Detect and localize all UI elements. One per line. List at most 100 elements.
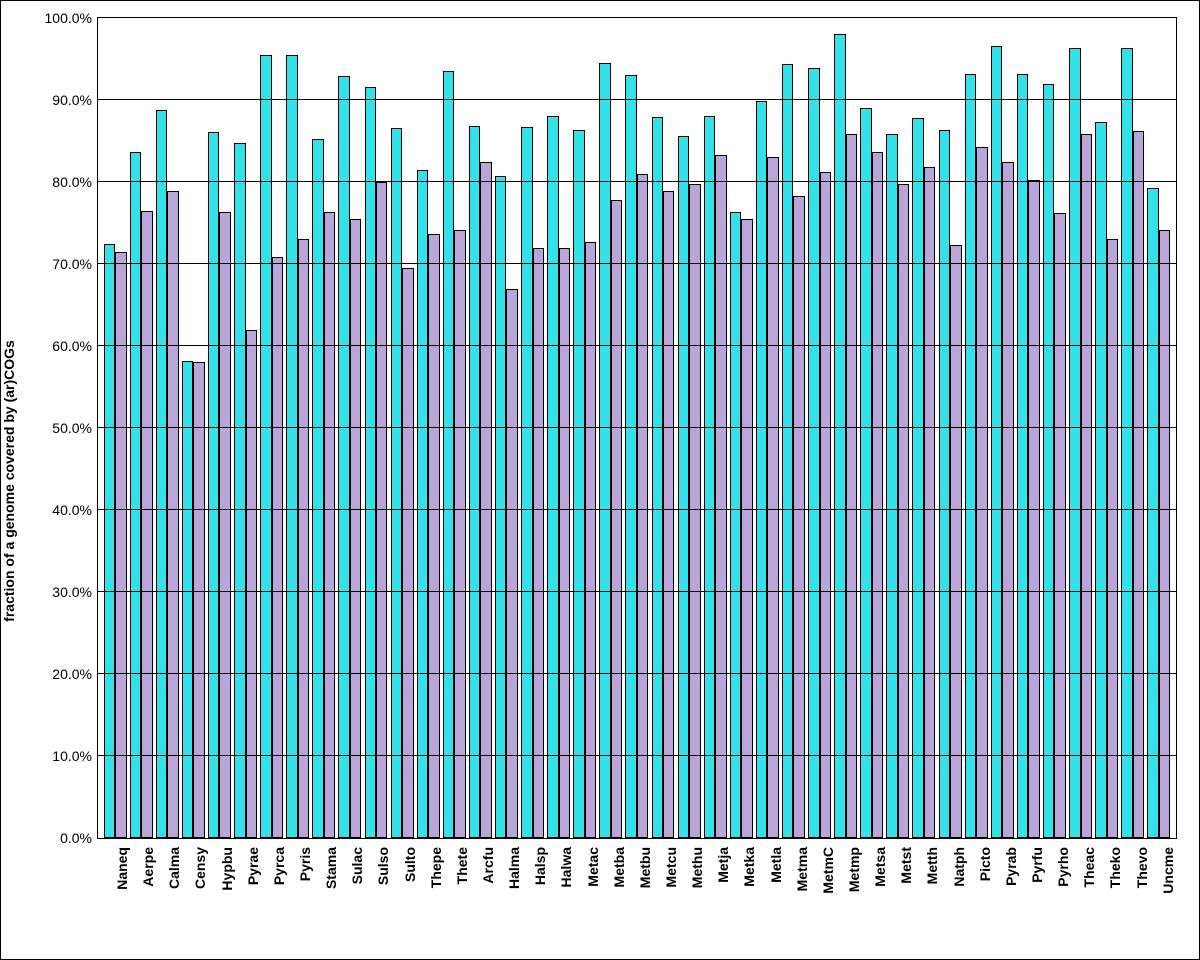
x-tick-label: Metth (911, 843, 937, 949)
bar (678, 136, 689, 838)
category-group (1067, 18, 1093, 838)
bar (260, 55, 271, 838)
category-group (989, 18, 1015, 838)
x-tick-label: Metst (885, 843, 911, 949)
category-group (1146, 18, 1172, 838)
x-tick-label: Metla (755, 843, 781, 949)
category-group (1120, 18, 1146, 838)
x-tick-text: Uncme (1160, 847, 1176, 894)
bar (637, 174, 648, 838)
y-tick-label: 20.0% (52, 666, 98, 682)
category-group (911, 18, 937, 838)
y-tick-label: 80.0% (52, 174, 98, 190)
y-tick-label: 40.0% (52, 502, 98, 518)
x-tick-label: Pyris (284, 843, 310, 949)
category-group (885, 18, 911, 838)
x-tick-label: Uncme (1147, 843, 1173, 949)
category-group (441, 18, 467, 838)
bars-row (98, 18, 1176, 838)
bar (1017, 74, 1028, 838)
x-tick-label: Halma (493, 843, 519, 949)
y-tick-label: 30.0% (52, 584, 98, 600)
x-tick-label: Metcu (650, 843, 676, 949)
gridline (98, 509, 1176, 510)
gridline (98, 673, 1176, 674)
bar (454, 230, 465, 838)
category-group (676, 18, 702, 838)
bar (219, 212, 230, 838)
bar (585, 242, 596, 838)
bar (312, 139, 323, 838)
category-group (728, 18, 754, 838)
x-tick-label: Sulac (336, 843, 362, 949)
x-tick-label: Pyrca (258, 843, 284, 949)
x-tick-label: Thevo (1120, 843, 1146, 949)
bar (573, 130, 584, 838)
bar (756, 101, 767, 838)
x-tick-label: Metba (598, 843, 624, 949)
category-group (363, 18, 389, 838)
bar (547, 116, 558, 838)
bar (898, 184, 909, 838)
x-tick-label: Metsa (859, 843, 885, 949)
bar (495, 176, 506, 838)
bar (950, 245, 961, 838)
bar (1069, 48, 1080, 838)
category-group (650, 18, 676, 838)
category-group (833, 18, 859, 838)
category-group (389, 18, 415, 838)
gridline (98, 99, 1176, 100)
bar (167, 191, 178, 838)
x-tick-label: Pyrab (990, 843, 1016, 949)
y-tick-label: 0.0% (60, 830, 98, 846)
category-group (285, 18, 311, 838)
x-tick-label: Metka (728, 843, 754, 949)
x-tick-label: Metma (781, 843, 807, 949)
y-tick-label: 50.0% (52, 420, 98, 436)
y-tick-label: 100.0% (45, 10, 98, 26)
category-group (937, 18, 963, 838)
bar (741, 219, 752, 838)
x-tick-label: Aerpe (127, 843, 153, 949)
x-tick-label: Naneq (101, 843, 127, 949)
category-group (1041, 18, 1067, 838)
x-tick-label: Pyrho (1042, 843, 1068, 949)
category-group (598, 18, 624, 838)
y-tick-label: 70.0% (52, 256, 98, 272)
y-tick-label: 60.0% (52, 338, 98, 354)
category-group (154, 18, 180, 838)
gridline (98, 427, 1176, 428)
bar (834, 34, 845, 838)
category-group (754, 18, 780, 838)
x-tick-label: Pyrfu (1016, 843, 1042, 949)
category-group (572, 18, 598, 838)
x-tick-label: Metac (572, 843, 598, 949)
x-tick-label: Arcfu (467, 843, 493, 949)
x-tick-label: MetmC (807, 843, 833, 949)
x-tick-label: Halwa (545, 843, 571, 949)
bar (402, 268, 413, 838)
bar (808, 68, 819, 838)
x-tick-label: Thete (441, 843, 467, 949)
category-group (493, 18, 519, 838)
bar (324, 212, 335, 838)
x-tick-label: Hypbu (206, 843, 232, 949)
bar (1095, 122, 1106, 838)
plot-area: 0.0%10.0%20.0%30.0%40.0%50.0%60.0%70.0%8… (97, 17, 1177, 839)
bar (559, 248, 570, 838)
bar (286, 55, 297, 838)
x-tick-label: Stama (310, 843, 336, 949)
bar (182, 361, 193, 838)
category-group (415, 18, 441, 838)
bar (365, 87, 376, 838)
bar (965, 74, 976, 838)
bar (767, 157, 778, 838)
category-group (311, 18, 337, 838)
bar (443, 71, 454, 838)
bar (376, 182, 387, 838)
bar (1107, 239, 1118, 838)
bar (1121, 48, 1132, 838)
x-tick-label: Halsp (519, 843, 545, 949)
bar (820, 172, 831, 838)
bar (793, 196, 804, 838)
